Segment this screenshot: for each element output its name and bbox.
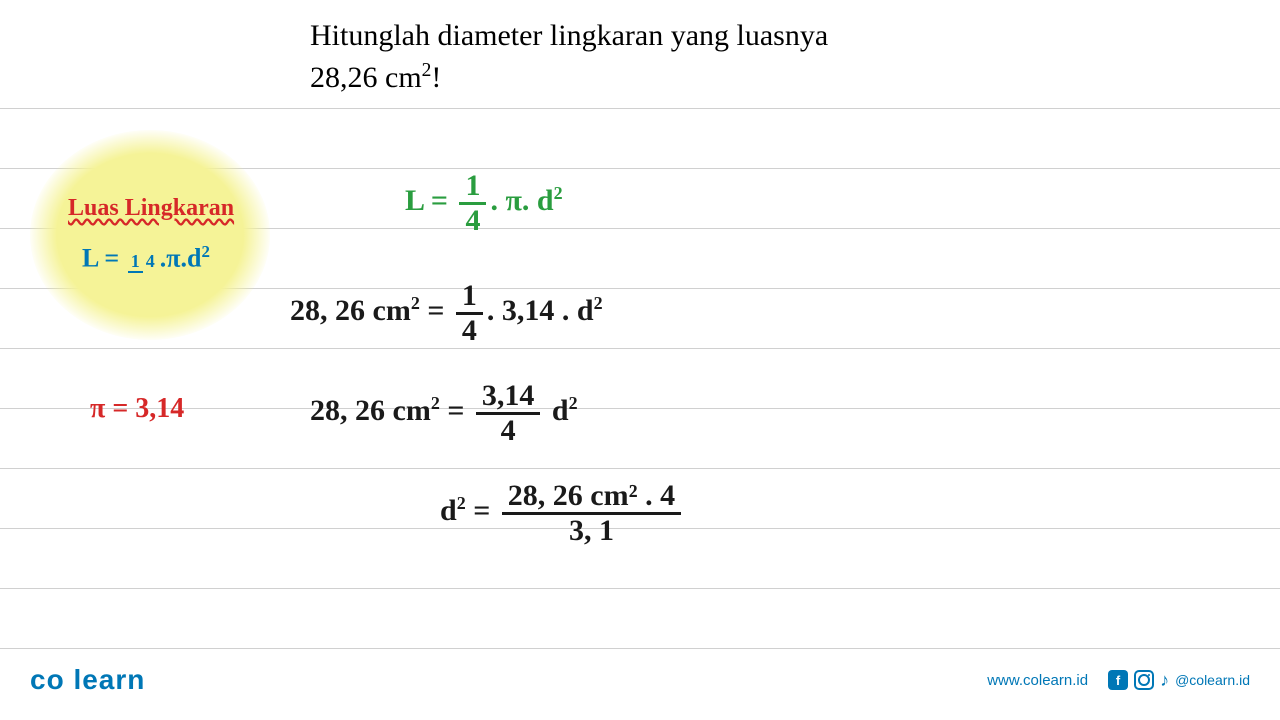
ruled-line xyxy=(0,648,1280,649)
facebook-icon: f xyxy=(1108,670,1128,690)
instagram-icon xyxy=(1134,670,1154,690)
step4-equation: d2 = 28, 26 cm² . 43, 1 xyxy=(440,480,685,546)
formula-title: Luas Lingkaran xyxy=(68,195,234,222)
ruled-line xyxy=(0,348,1280,349)
question-line1: Hitunglah diameter lingkaran yang luasny… xyxy=(310,19,828,52)
lined-paper-background xyxy=(0,0,1280,720)
question-suffix: ! xyxy=(431,61,441,94)
ruled-line xyxy=(0,408,1280,409)
pi-constant: π = 3,14 xyxy=(90,393,184,425)
tiktok-icon: ♪ xyxy=(1160,670,1169,691)
step2-equation: 28, 26 cm2 = 14. 3,14 . d2 xyxy=(290,280,603,346)
step1-equation: L = 14. π. d2 xyxy=(405,170,563,236)
website-url: www.colearn.id xyxy=(987,672,1088,689)
question-text: Hitunglah diameter lingkaran yang luasny… xyxy=(310,15,828,99)
step3-equation: 28, 26 cm2 = 3,144 d2 xyxy=(310,380,578,446)
social-links: f ♪ @colearn.id xyxy=(1108,670,1250,691)
footer: co learn www.colearn.id f ♪ @colearn.id xyxy=(0,660,1280,700)
ruled-line xyxy=(0,108,1280,109)
question-exponent: 2 xyxy=(422,60,432,81)
ruled-line xyxy=(0,468,1280,469)
brand-logo: co learn xyxy=(30,664,145,696)
question-value: 28,26 cm xyxy=(310,61,422,94)
highlight-circle xyxy=(30,130,270,340)
social-handle: @colearn.id xyxy=(1175,672,1250,688)
area-formula: L = 14.π.d2 xyxy=(82,242,210,274)
ruled-line xyxy=(0,588,1280,589)
footer-right: www.colearn.id f ♪ @colearn.id xyxy=(987,670,1250,691)
